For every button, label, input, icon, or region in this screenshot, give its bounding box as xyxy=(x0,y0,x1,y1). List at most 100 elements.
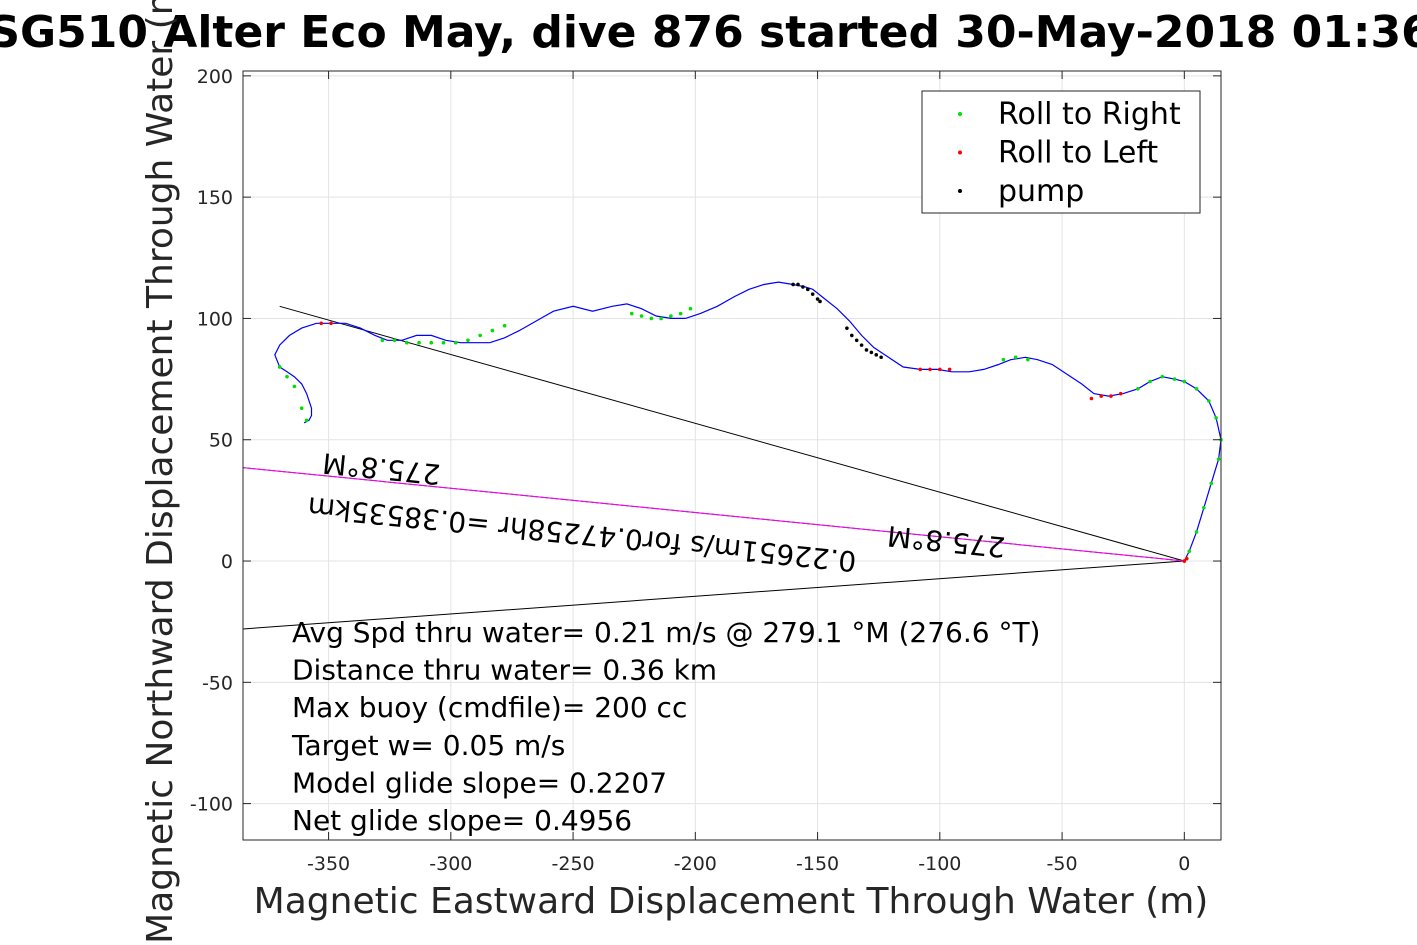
y-tick-label: 200 xyxy=(197,66,233,88)
roll-right-point xyxy=(1209,481,1214,486)
annotation-line: Target w= 0.05 m/s xyxy=(291,729,565,762)
x-tick-label: -150 xyxy=(796,853,839,875)
annotation-line: Net glide slope= 0.4956 xyxy=(292,804,632,837)
heading-line xyxy=(279,305,1185,562)
legend-marker xyxy=(958,150,962,155)
roll-right-point xyxy=(405,340,409,345)
annotation-line: Model glide slope= 0.2207 xyxy=(292,766,667,799)
legend-marker xyxy=(958,112,962,116)
roll-left-point xyxy=(947,367,952,372)
pump-point xyxy=(850,333,854,338)
roll-left-point xyxy=(1118,391,1123,396)
stats-annotations: Avg Spd thru water= 0.21 m/s @ 279.1 °M … xyxy=(291,616,1040,837)
roll-right-point xyxy=(478,333,482,338)
x-tick-label: -300 xyxy=(429,853,472,875)
pump-point xyxy=(805,287,810,292)
pump-point xyxy=(845,326,849,330)
pump-point xyxy=(796,282,800,287)
pump-point xyxy=(869,350,874,355)
pump-point xyxy=(864,348,869,352)
roll-right-point xyxy=(659,316,663,321)
roll-left-point xyxy=(938,367,942,372)
x-tick-label: -200 xyxy=(674,853,717,875)
x-axis-label: Magnetic Eastward Displacement Through W… xyxy=(254,881,1209,922)
y-tick-label: 50 xyxy=(209,430,233,452)
y-tick-label: 100 xyxy=(197,308,233,330)
roll-right-point xyxy=(1202,505,1206,510)
y-tick-label: 150 xyxy=(197,187,233,209)
pump-point xyxy=(879,355,883,360)
roll-left-point xyxy=(1184,556,1189,561)
roll-right-point xyxy=(490,328,495,333)
roll-right-point xyxy=(392,338,397,343)
annotation-line: Max buoy (cmdfile)= 200 cc xyxy=(292,691,687,724)
roll-right-point xyxy=(669,314,673,318)
roll-left-point xyxy=(1109,394,1113,398)
roll-right-point xyxy=(380,338,385,343)
x-tick-label: -50 xyxy=(1047,853,1078,875)
y-tick-label: -100 xyxy=(190,794,233,816)
roll-left-point xyxy=(1089,396,1094,401)
y-tick-label: -50 xyxy=(202,672,233,694)
roll-left-point xyxy=(928,367,932,372)
roll-right-point xyxy=(453,340,458,345)
annotation-line: Avg Spd thru water= 0.21 m/s @ 279.1 °M … xyxy=(292,616,1040,649)
roll-right-point xyxy=(639,314,644,318)
heading-line xyxy=(242,467,1185,562)
y-tick-label: 0 xyxy=(221,551,233,573)
roll-right-point xyxy=(1194,386,1199,391)
roll-left-point xyxy=(1099,394,1103,398)
roll-right-point xyxy=(292,384,297,389)
roll-right-point xyxy=(649,316,654,321)
roll-right-point xyxy=(1182,379,1187,384)
x-tick-label: -350 xyxy=(307,853,350,875)
pump-point xyxy=(815,297,820,301)
roll-right-point xyxy=(1214,416,1218,420)
annotation-line: Distance thru water= 0.36 km xyxy=(292,654,717,687)
legend-label: pump xyxy=(998,174,1084,209)
roll-right-point xyxy=(1001,357,1006,362)
x-axis-ticks: -350 -300 -250 -200 -150 -100 -50 0 xyxy=(307,71,1190,875)
y-axis-label: Magnetic Northward Displacement Through … xyxy=(140,0,181,944)
heading-line xyxy=(242,560,1185,630)
heading-lines xyxy=(242,305,1185,630)
pump-point xyxy=(874,353,879,357)
x-tick-label: 0 xyxy=(1178,853,1190,875)
roll-right-point xyxy=(285,374,289,379)
legend-box xyxy=(921,90,1201,214)
roll-right-point xyxy=(1148,379,1152,384)
chart-title: SG510 Alter Eco May, dive 876 started 30… xyxy=(0,7,1417,58)
roll-right-point xyxy=(688,306,693,311)
roll-right-point xyxy=(1026,357,1030,362)
legend-marker xyxy=(958,189,962,193)
pump-point xyxy=(859,343,864,347)
glider-track xyxy=(274,281,1222,562)
roll-right-point xyxy=(417,340,421,345)
roll-left-point xyxy=(1182,559,1187,563)
legend-label: Roll to Right xyxy=(998,97,1181,132)
roll-left-point xyxy=(329,321,333,326)
roll-right-point xyxy=(1187,549,1192,554)
roll-right-point xyxy=(441,340,446,345)
roll-markers xyxy=(277,282,1223,563)
roll-left-point xyxy=(918,367,923,372)
roll-right-point xyxy=(1013,355,1018,360)
roll-right-point xyxy=(304,418,309,423)
roll-right-point xyxy=(1172,377,1177,381)
y-axis-ticks: 200 150 100 50 0 -50 -100 xyxy=(190,66,1221,816)
pump-point xyxy=(818,299,822,304)
plot-frame xyxy=(242,70,1222,841)
roll-right-point xyxy=(1216,457,1221,461)
x-tick-label: -250 xyxy=(552,853,595,875)
roll-right-point xyxy=(1136,386,1140,391)
roll-right-point xyxy=(502,323,507,328)
legend-label: Roll to Left xyxy=(998,136,1158,171)
track-line xyxy=(274,281,1222,562)
pump-point xyxy=(801,285,805,289)
roll-right-point xyxy=(277,365,282,369)
roll-right-point xyxy=(629,311,634,316)
roll-right-point xyxy=(678,311,683,316)
roll-right-point xyxy=(1194,530,1199,534)
